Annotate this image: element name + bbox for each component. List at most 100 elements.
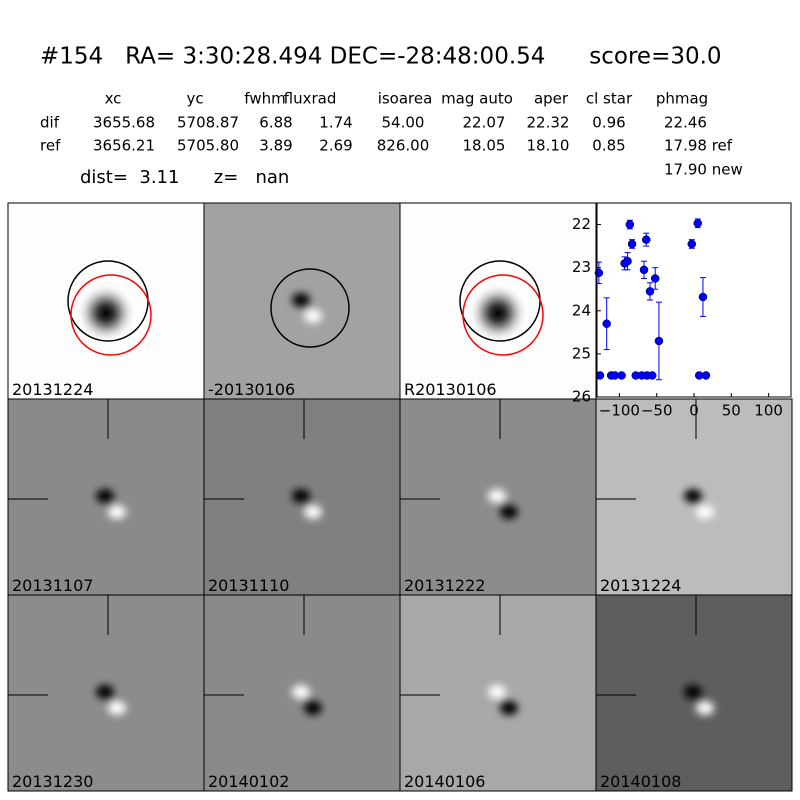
column-header: fluxrad bbox=[284, 90, 337, 108]
data-point bbox=[617, 371, 626, 380]
column-header: xc bbox=[105, 90, 122, 108]
data-point bbox=[639, 265, 649, 275]
column-header: mag auto bbox=[441, 90, 513, 108]
data-point bbox=[625, 220, 635, 229]
table-cell: 3655.68 bbox=[93, 114, 155, 132]
star bbox=[468, 283, 528, 343]
dipole-bright bbox=[488, 685, 506, 699]
data-point bbox=[627, 239, 637, 249]
image-panel: 20131230 bbox=[7, 594, 205, 792]
dipole-bright bbox=[108, 701, 126, 715]
data-point bbox=[654, 336, 664, 346]
x-tick-label: −100 bbox=[599, 402, 640, 420]
dipole-bright bbox=[108, 505, 126, 519]
image-panel: 20140102 bbox=[203, 594, 401, 792]
table-cell: 17.98 ref bbox=[664, 137, 733, 155]
y-tick-label: 22 bbox=[572, 215, 591, 233]
dipole-dark bbox=[500, 505, 518, 519]
panel-label: -20130106 bbox=[208, 380, 295, 399]
table-cell: 1.74 bbox=[319, 114, 352, 132]
column-header: aper bbox=[534, 90, 569, 108]
x-tick-label: 50 bbox=[722, 402, 741, 420]
panel-label: 20131110 bbox=[208, 576, 289, 595]
dist-line: dist= 3.11 z= nan bbox=[80, 167, 289, 188]
image-panel: R20130106 bbox=[399, 202, 597, 400]
dipole-bright bbox=[696, 701, 714, 715]
image-panel: 20131110 bbox=[203, 398, 401, 596]
image-panel: 20131224 bbox=[595, 398, 793, 596]
data-point bbox=[594, 268, 604, 278]
dipole-bright bbox=[488, 489, 506, 503]
table-cell: 18.05 bbox=[463, 137, 506, 155]
y-tick-label: 24 bbox=[572, 301, 591, 319]
table-cell: 54.00 bbox=[382, 114, 425, 132]
data-point bbox=[623, 256, 632, 266]
table-cell: 18.10 bbox=[527, 137, 570, 155]
y-tick-label: 25 bbox=[572, 344, 591, 362]
panel-label: 20131107 bbox=[12, 576, 93, 595]
data-point bbox=[701, 371, 711, 380]
plot-frame bbox=[596, 202, 792, 398]
dipole-dark bbox=[292, 293, 310, 307]
column-header: phmag bbox=[656, 90, 708, 108]
row-label: dif bbox=[40, 114, 60, 132]
table-cell: 22.07 bbox=[463, 114, 506, 132]
table-cell: 5705.80 bbox=[177, 137, 239, 155]
x-tick-label: 100 bbox=[754, 402, 783, 420]
panel-label: 20140106 bbox=[404, 772, 485, 791]
table-note: 17.90 new bbox=[664, 161, 743, 179]
image-panel: 20131107 bbox=[7, 398, 205, 596]
image-panel: 20131222 bbox=[399, 398, 597, 596]
panel-label: 20131224 bbox=[12, 380, 93, 399]
image-panel: -20130106 bbox=[203, 202, 401, 400]
panel-label: 20131230 bbox=[12, 772, 93, 791]
star bbox=[76, 283, 136, 343]
data-point bbox=[595, 371, 605, 380]
column-header: isoarea bbox=[378, 90, 433, 108]
x-tick-label: −50 bbox=[641, 402, 673, 420]
data-point bbox=[645, 287, 655, 296]
column-header: yc bbox=[186, 90, 203, 108]
dipole-bright bbox=[696, 505, 714, 519]
data-point bbox=[650, 274, 660, 283]
data-point bbox=[687, 239, 697, 249]
data-point bbox=[693, 219, 702, 228]
panel-label: 20131224 bbox=[600, 576, 681, 595]
image-panel: 20140106 bbox=[399, 594, 597, 792]
table-cell: 0.96 bbox=[592, 114, 625, 132]
row-label: ref bbox=[40, 137, 61, 155]
table-cell: 3656.21 bbox=[93, 137, 155, 155]
image-panel: 20131224 bbox=[7, 202, 205, 400]
image-panel: 20140108 bbox=[595, 594, 793, 792]
new-circle bbox=[462, 274, 544, 356]
data-point bbox=[647, 371, 657, 380]
table-cell: 3.89 bbox=[259, 137, 292, 155]
data-point bbox=[698, 292, 708, 302]
y-tick-label: 23 bbox=[572, 258, 591, 276]
panel-frame bbox=[595, 594, 793, 792]
dipole-dark bbox=[304, 701, 322, 715]
table-cell: 22.46 bbox=[664, 114, 707, 132]
dipole-dark bbox=[500, 701, 518, 715]
column-header: fwhm bbox=[244, 90, 285, 108]
table-cell: 5708.87 bbox=[177, 114, 239, 132]
column-header: cl star bbox=[586, 90, 633, 108]
dipole-bright bbox=[304, 505, 322, 519]
dipole-dark bbox=[96, 685, 114, 699]
dipole-dark bbox=[292, 489, 310, 503]
table-cell: 826.00 bbox=[377, 137, 430, 155]
title: #154 RA= 3:30:28.494 DEC=-28:48:00.54 sc… bbox=[40, 44, 722, 70]
data-point bbox=[641, 235, 651, 244]
dipole-bright bbox=[304, 309, 322, 323]
plot-bg bbox=[597, 203, 791, 397]
table-cell: 6.88 bbox=[259, 114, 292, 132]
dipole-dark bbox=[684, 489, 702, 503]
panel-label: 20131222 bbox=[404, 576, 485, 595]
new-circle bbox=[70, 274, 152, 356]
table-cell: 22.32 bbox=[527, 114, 570, 132]
panel-label: R20130106 bbox=[404, 380, 497, 399]
panel-label: 20140108 bbox=[600, 772, 681, 791]
table-cell: 2.69 bbox=[319, 137, 352, 155]
dipole-dark bbox=[684, 685, 702, 699]
